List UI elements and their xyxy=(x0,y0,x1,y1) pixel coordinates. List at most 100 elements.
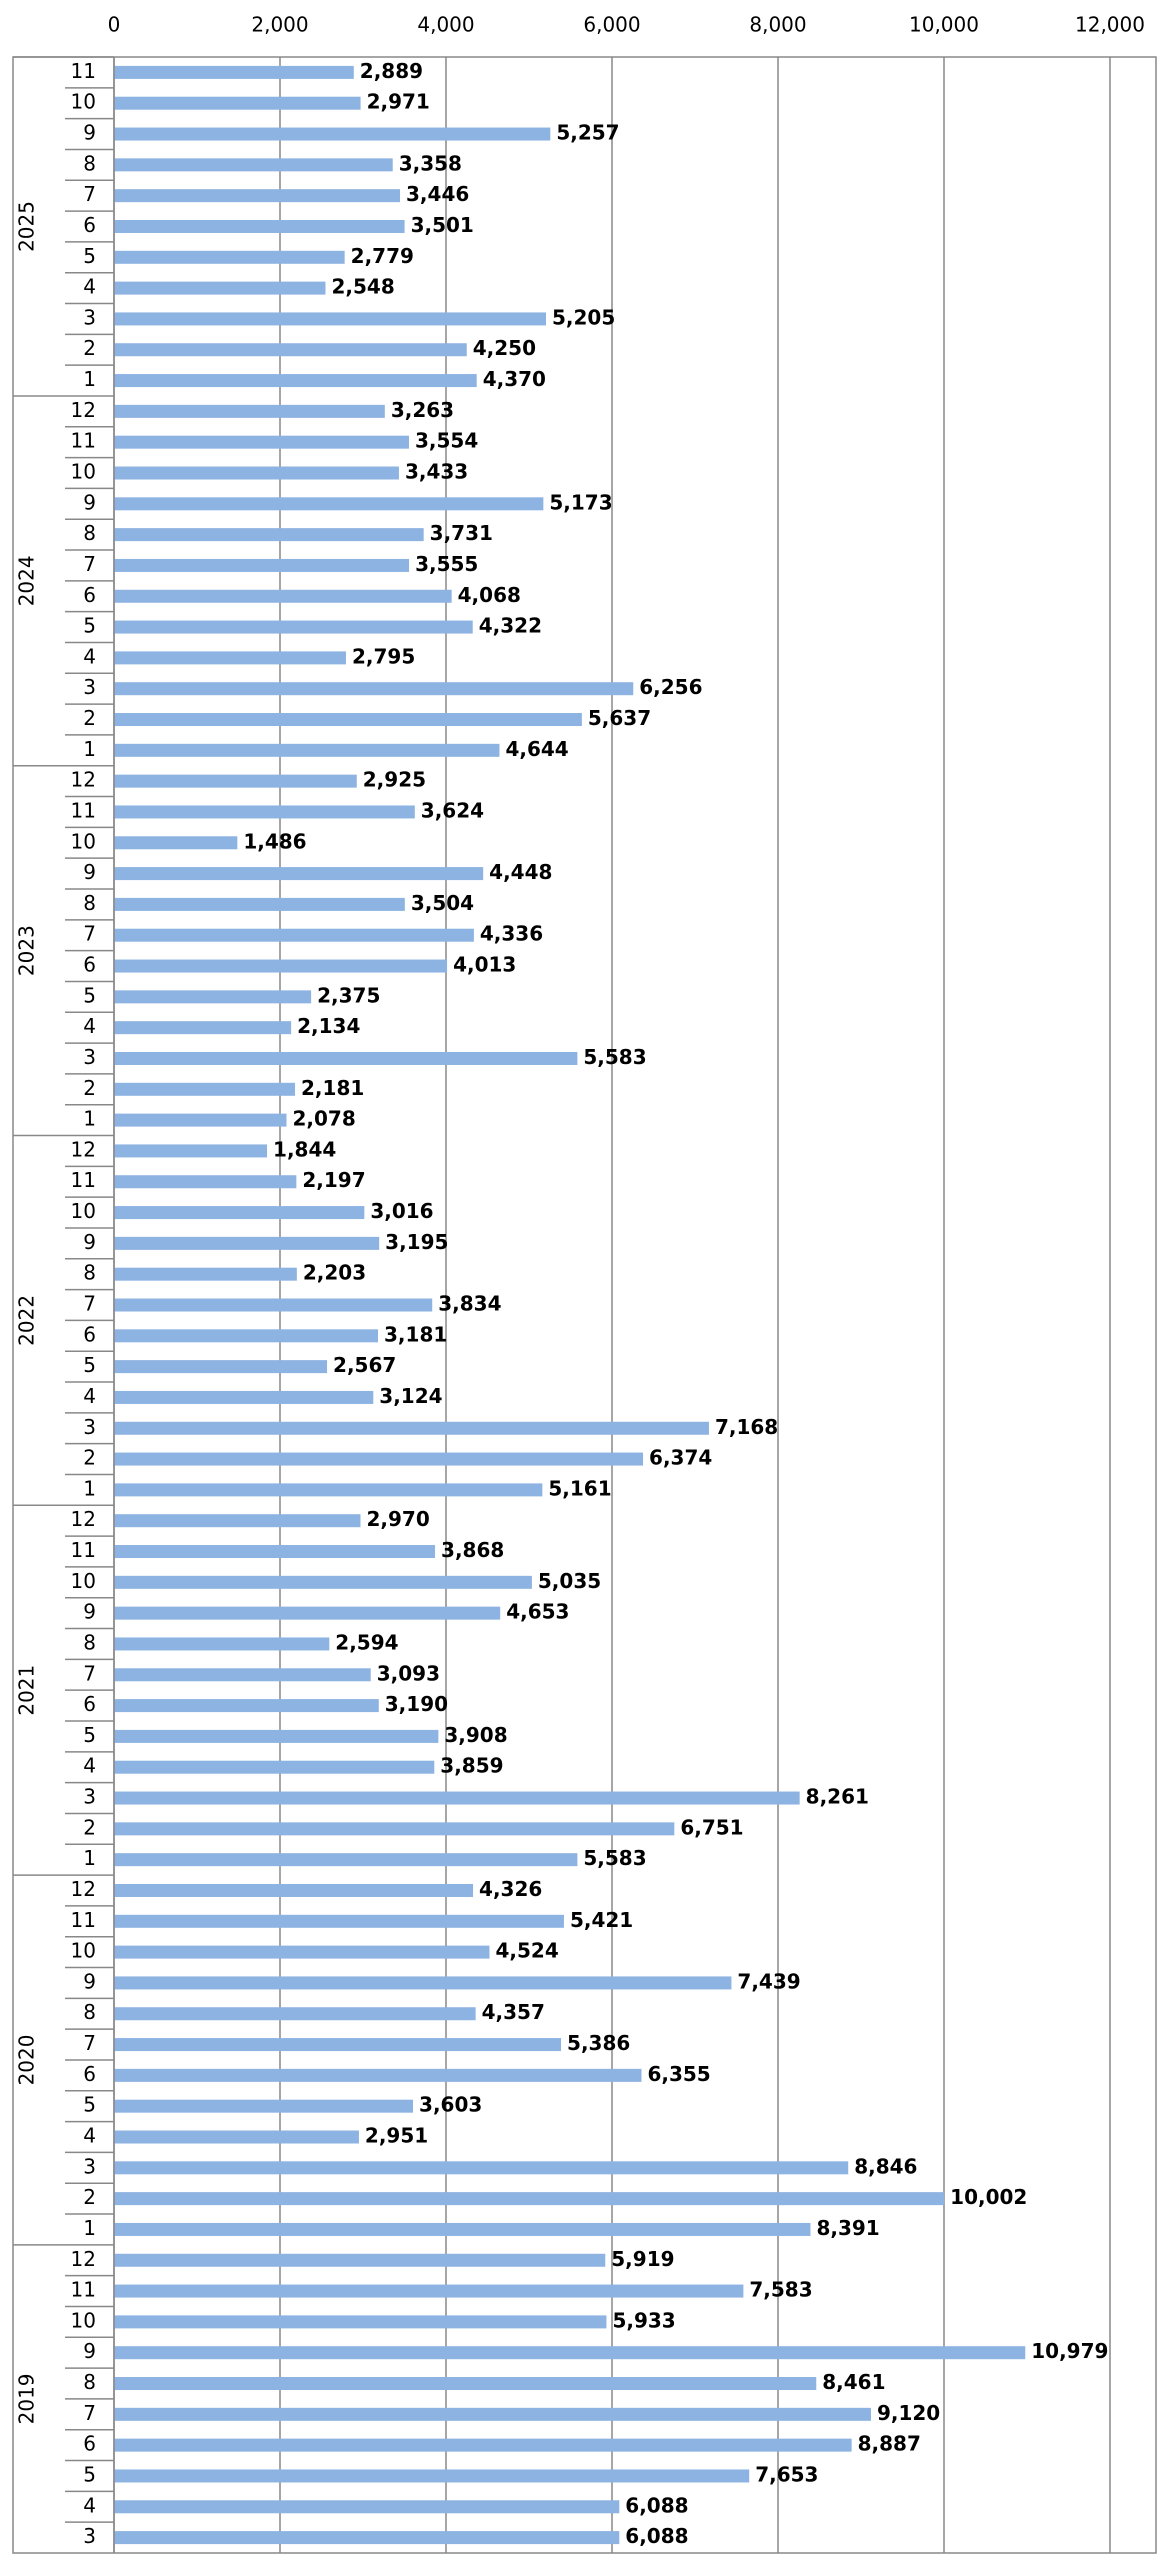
value-label: 2,951 xyxy=(365,2124,428,2148)
y-tick-label: 8 xyxy=(83,2000,96,2024)
y-tick-label: 8 xyxy=(83,1630,96,1654)
value-label: 2,375 xyxy=(317,983,380,1007)
bar xyxy=(114,1483,543,1497)
x-tick-label: 2,000 xyxy=(251,13,308,37)
value-label: 3,501 xyxy=(411,213,474,237)
bar xyxy=(114,2007,476,2021)
value-label: 9,120 xyxy=(877,2401,940,2425)
value-label: 5,583 xyxy=(583,1045,646,1069)
value-label: 10,002 xyxy=(950,2185,1027,2209)
y-tick-label: 12 xyxy=(71,1137,96,1161)
bar xyxy=(114,1144,268,1158)
x-tick-label: 10,000 xyxy=(909,13,979,37)
y-tick-label: 5 xyxy=(83,983,96,1007)
value-label: 8,887 xyxy=(858,2432,921,2456)
value-label: 3,195 xyxy=(385,1230,448,1254)
bar xyxy=(114,312,547,326)
value-label: 5,205 xyxy=(552,305,615,329)
bar xyxy=(114,1298,433,1312)
value-label: 4,322 xyxy=(479,614,542,638)
bar xyxy=(114,1267,297,1281)
group-label: 2019 xyxy=(15,2373,39,2424)
chart-frame xyxy=(12,56,1157,2554)
y-tick-label: 10 xyxy=(71,1569,96,1593)
y-tick-label: 5 xyxy=(83,1723,96,1747)
value-label: 3,555 xyxy=(415,552,478,576)
y-tick-label: 5 xyxy=(83,244,96,268)
bar xyxy=(114,774,357,788)
bar xyxy=(114,1236,380,1250)
bar xyxy=(114,343,467,357)
value-label: 3,446 xyxy=(406,182,469,206)
y-tick-label: 12 xyxy=(71,398,96,422)
bar xyxy=(114,1637,330,1651)
y-tick-label: 4 xyxy=(83,1014,96,1038)
bar xyxy=(114,281,326,295)
bar xyxy=(114,1760,435,1774)
value-label: 2,925 xyxy=(363,768,426,792)
value-label: 6,256 xyxy=(639,675,702,699)
y-tick-label: 10 xyxy=(71,1939,96,1963)
value-label: 5,161 xyxy=(548,1476,611,1500)
y-tick-label: 8 xyxy=(83,521,96,545)
group-label: 2020 xyxy=(15,2035,39,2086)
bar xyxy=(114,1206,365,1220)
value-label: 6,751 xyxy=(680,1815,743,1839)
bar xyxy=(114,959,448,973)
value-label: 3,124 xyxy=(379,1384,442,1408)
value-label: 4,653 xyxy=(506,1600,569,1624)
bar xyxy=(114,404,385,418)
bar xyxy=(114,1575,532,1589)
bar xyxy=(114,2315,607,2329)
value-label: 5,421 xyxy=(570,1908,633,1932)
bar xyxy=(114,682,634,696)
bar xyxy=(114,1668,371,1682)
bar xyxy=(114,836,238,850)
value-label: 2,795 xyxy=(352,644,415,668)
y-tick-label: 10 xyxy=(71,460,96,484)
y-tick-label: 7 xyxy=(83,1661,96,1685)
y-tick-label: 10 xyxy=(71,2308,96,2332)
y-tick-label: 8 xyxy=(83,2370,96,2394)
y-tick-label: 1 xyxy=(83,2216,96,2240)
value-label: 5,173 xyxy=(549,490,612,514)
value-label: 8,461 xyxy=(822,2370,885,2394)
y-tick-label: 11 xyxy=(71,429,96,453)
bar xyxy=(114,127,551,141)
y-tick-label: 8 xyxy=(83,1261,96,1285)
y-tick-label: 2 xyxy=(83,1076,96,1100)
y-tick-label: 4 xyxy=(83,275,96,299)
bar xyxy=(114,1021,292,1035)
bar xyxy=(114,620,473,634)
x-tick-label: 12,000 xyxy=(1075,13,1145,37)
y-tick-label: 10 xyxy=(71,90,96,114)
value-label: 3,358 xyxy=(399,151,462,175)
bar xyxy=(114,897,405,911)
bar xyxy=(114,1545,436,1559)
y-tick-label: 11 xyxy=(71,1538,96,1562)
value-label: 2,203 xyxy=(303,1261,366,1285)
y-tick-label: 3 xyxy=(83,2524,96,2548)
bar xyxy=(114,2161,849,2175)
y-tick-label: 4 xyxy=(83,2124,96,2148)
y-tick-label: 9 xyxy=(83,860,96,884)
value-label: 1,844 xyxy=(273,1137,336,1161)
bar xyxy=(114,219,405,233)
bar xyxy=(114,158,393,172)
bar xyxy=(114,1452,644,1466)
y-tick-label: 12 xyxy=(71,1507,96,1531)
y-tick-label: 9 xyxy=(83,2339,96,2363)
group-label: 2023 xyxy=(15,925,39,976)
bar xyxy=(114,1883,474,1897)
y-tick-label: 12 xyxy=(71,2247,96,2271)
y-tick-label: 3 xyxy=(83,1785,96,1809)
bar xyxy=(114,867,484,881)
value-label: 4,013 xyxy=(453,953,516,977)
y-tick-label: 6 xyxy=(83,953,96,977)
value-label: 7,653 xyxy=(755,2462,818,2486)
value-label: 4,448 xyxy=(489,860,552,884)
y-tick-label: 12 xyxy=(71,1877,96,1901)
y-tick-label: 6 xyxy=(83,583,96,607)
value-label: 2,078 xyxy=(292,1107,355,1131)
y-tick-label: 10 xyxy=(71,829,96,853)
